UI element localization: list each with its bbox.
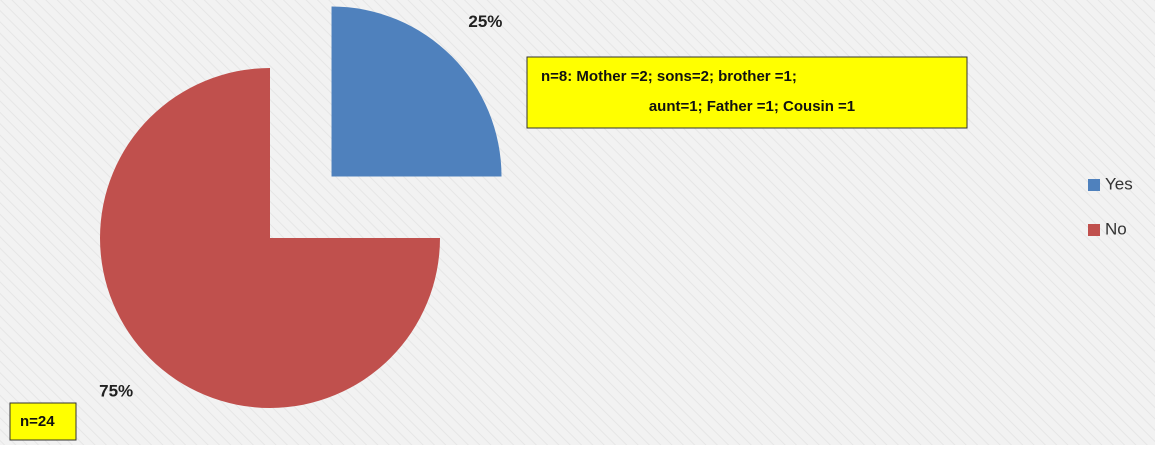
data-label: 75% <box>99 381 133 400</box>
annotation-box <box>526 56 968 129</box>
annotation: n=24 <box>20 413 55 430</box>
pie-slice <box>331 6 502 177</box>
legend-swatch <box>1088 224 1100 236</box>
legend-label: Yes <box>1105 174 1133 193</box>
legend-label: No <box>1105 219 1127 238</box>
annotation: aunt=1; Father =1; Cousin =1 <box>649 98 855 115</box>
pie-slice <box>100 68 440 408</box>
annotation: n=8: Mother =2; sons=2; brother =1; <box>541 68 797 85</box>
legend-swatch <box>1088 179 1100 191</box>
data-label: 25% <box>468 12 502 31</box>
annotation-box <box>9 402 77 441</box>
